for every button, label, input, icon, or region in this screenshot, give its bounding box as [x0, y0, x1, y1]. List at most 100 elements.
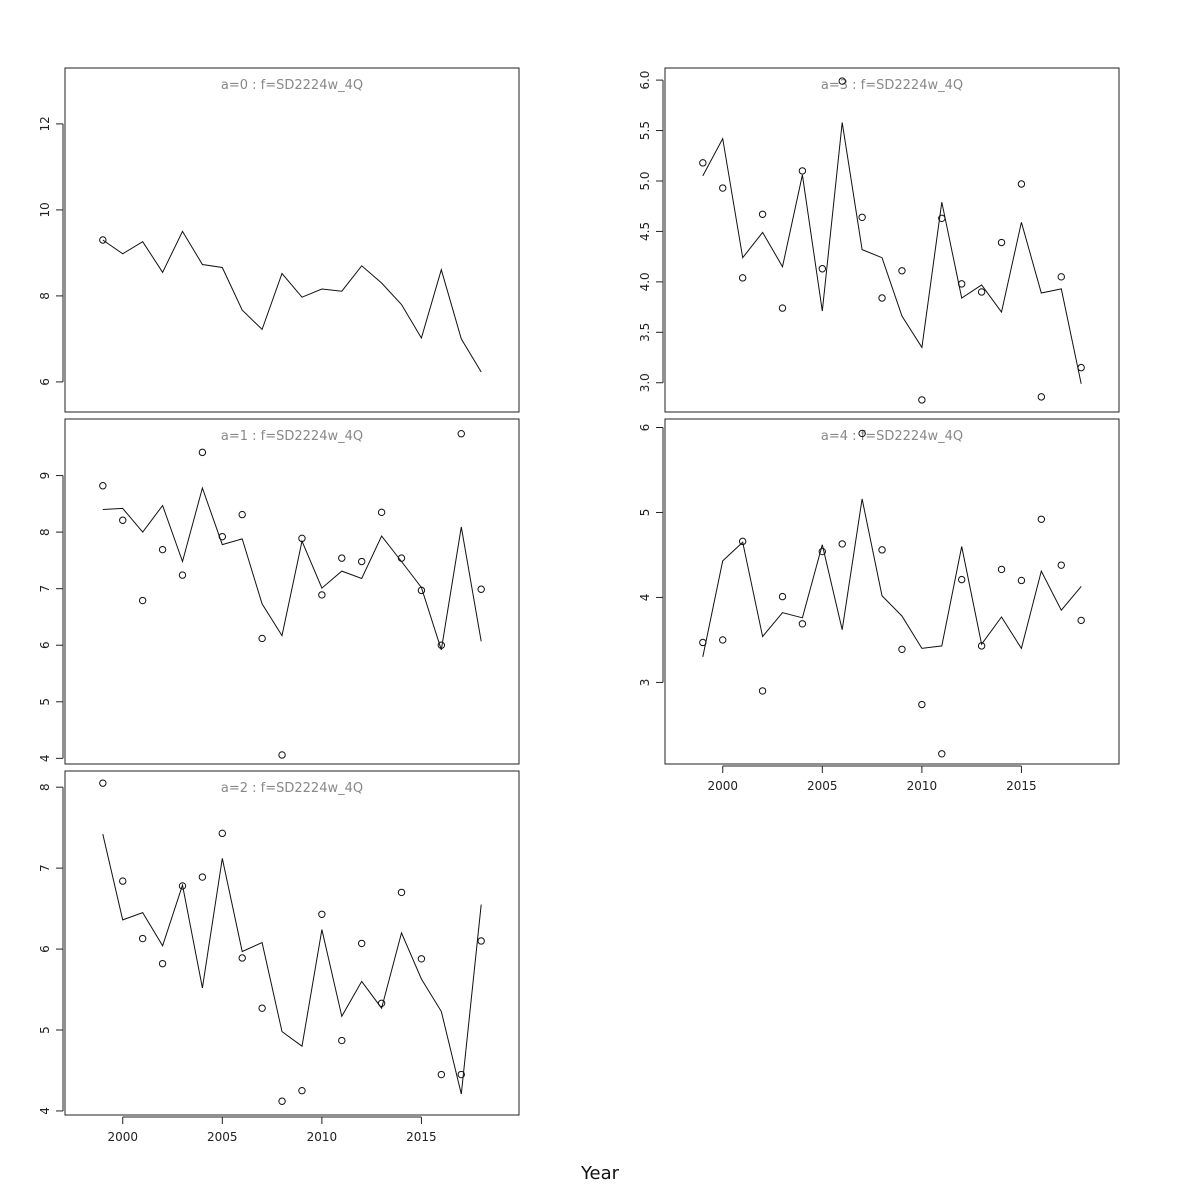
y-tick-label: 5 [38, 698, 52, 706]
data-point [858, 213, 866, 222]
data-point [738, 537, 747, 546]
y-tick-label: 8 [38, 528, 52, 536]
data-point [778, 592, 787, 601]
data-point [858, 429, 866, 438]
series-line [702, 122, 1082, 384]
x-tick-label: 2000 [107, 1130, 138, 1144]
y-tick-label: 3 [638, 679, 652, 687]
data-point [798, 167, 807, 175]
panel-frame [664, 67, 1120, 413]
data-point [278, 1097, 286, 1105]
data-point [99, 482, 107, 490]
y-tick-label: 7 [38, 585, 52, 593]
data-point [437, 1070, 446, 1079]
panel-frame [64, 770, 520, 1116]
y-tick-label: 9 [38, 472, 52, 480]
data-point [119, 516, 127, 524]
data-point [318, 910, 326, 918]
y-tick-label: 10 [38, 202, 52, 217]
data-point [977, 642, 986, 650]
data-point [357, 557, 366, 566]
y-tick-label: 3.5 [638, 323, 652, 342]
panel-frame [64, 67, 520, 413]
data-point [1077, 616, 1085, 625]
data-point [138, 596, 147, 605]
data-point [957, 280, 966, 288]
data-point [938, 750, 946, 758]
data-point [258, 1004, 266, 1012]
data-point [218, 829, 227, 838]
data-point [99, 779, 107, 787]
data-point [377, 999, 386, 1008]
data-point [719, 636, 727, 644]
data-point [278, 751, 286, 759]
x-tick-label: 2005 [807, 779, 838, 793]
data-point [178, 571, 187, 579]
data-point [898, 645, 906, 653]
data-point [957, 575, 966, 584]
data-point [1037, 393, 1046, 401]
y-tick-label: 6 [38, 641, 52, 649]
data-point [477, 585, 485, 593]
data-point [238, 510, 246, 519]
panel-3: a=3 : f=SD2224w_4Q 3.0 3.5 4.0 4.5 5.0 5.5 6.0 [638, 67, 1120, 413]
data-point [1057, 273, 1065, 281]
data-point [878, 546, 886, 554]
data-point [457, 1070, 465, 1079]
data-point [738, 274, 747, 282]
data-point [298, 534, 306, 543]
data-point [158, 959, 167, 968]
data-point [218, 532, 227, 541]
data-point [798, 620, 807, 628]
x-tick-label: 2000 [707, 779, 738, 793]
panel-frame [64, 418, 520, 765]
panel-frame [664, 418, 1120, 765]
y-tick-label: 6.0 [638, 71, 652, 90]
data-point [719, 184, 727, 192]
data-point [437, 641, 446, 649]
y-tick-label: 12 [38, 116, 52, 131]
y-tick-label: 8 [38, 292, 52, 300]
data-point [997, 238, 1006, 247]
data-point [138, 934, 147, 943]
data-point [938, 214, 946, 223]
data-point [699, 159, 707, 167]
data-point [699, 638, 707, 647]
data-point [417, 955, 426, 963]
data-point [417, 586, 426, 595]
data-point [758, 210, 767, 218]
data-point [898, 267, 906, 275]
data-point [758, 687, 767, 695]
data-point [338, 1036, 346, 1045]
y-tick-label: 7 [38, 864, 52, 872]
data-point [238, 954, 246, 962]
data-point [977, 288, 986, 296]
y-tick-label: 4 [638, 594, 652, 602]
y-tick-label: 5.0 [638, 171, 652, 190]
data-point [99, 236, 107, 244]
data-point [1037, 515, 1046, 523]
x-tick-label: 2010 [907, 779, 938, 793]
data-point [1017, 180, 1026, 188]
series-line [102, 230, 482, 373]
data-point [397, 888, 406, 897]
data-point [357, 939, 366, 948]
data-point [918, 396, 926, 404]
data-point [477, 937, 485, 945]
data-point [838, 77, 846, 85]
y-tick-label: 5 [38, 1026, 52, 1034]
data-point [1077, 363, 1085, 372]
data-point [397, 554, 406, 562]
panel-title: a=4 : f=SD2224w_4Q [821, 429, 963, 444]
y-tick-label: 4 [38, 755, 52, 763]
x-tick-label: 2015 [1006, 779, 1037, 793]
data-point [377, 508, 386, 517]
y-tick-label: 5.5 [638, 121, 652, 140]
data-point [298, 1087, 306, 1095]
data-point [258, 634, 266, 643]
series-line [102, 486, 482, 650]
data-point [918, 700, 926, 709]
y-tick-label: 3.0 [638, 373, 652, 392]
y-tick-label: 4.0 [638, 272, 652, 291]
data-point [178, 882, 187, 890]
